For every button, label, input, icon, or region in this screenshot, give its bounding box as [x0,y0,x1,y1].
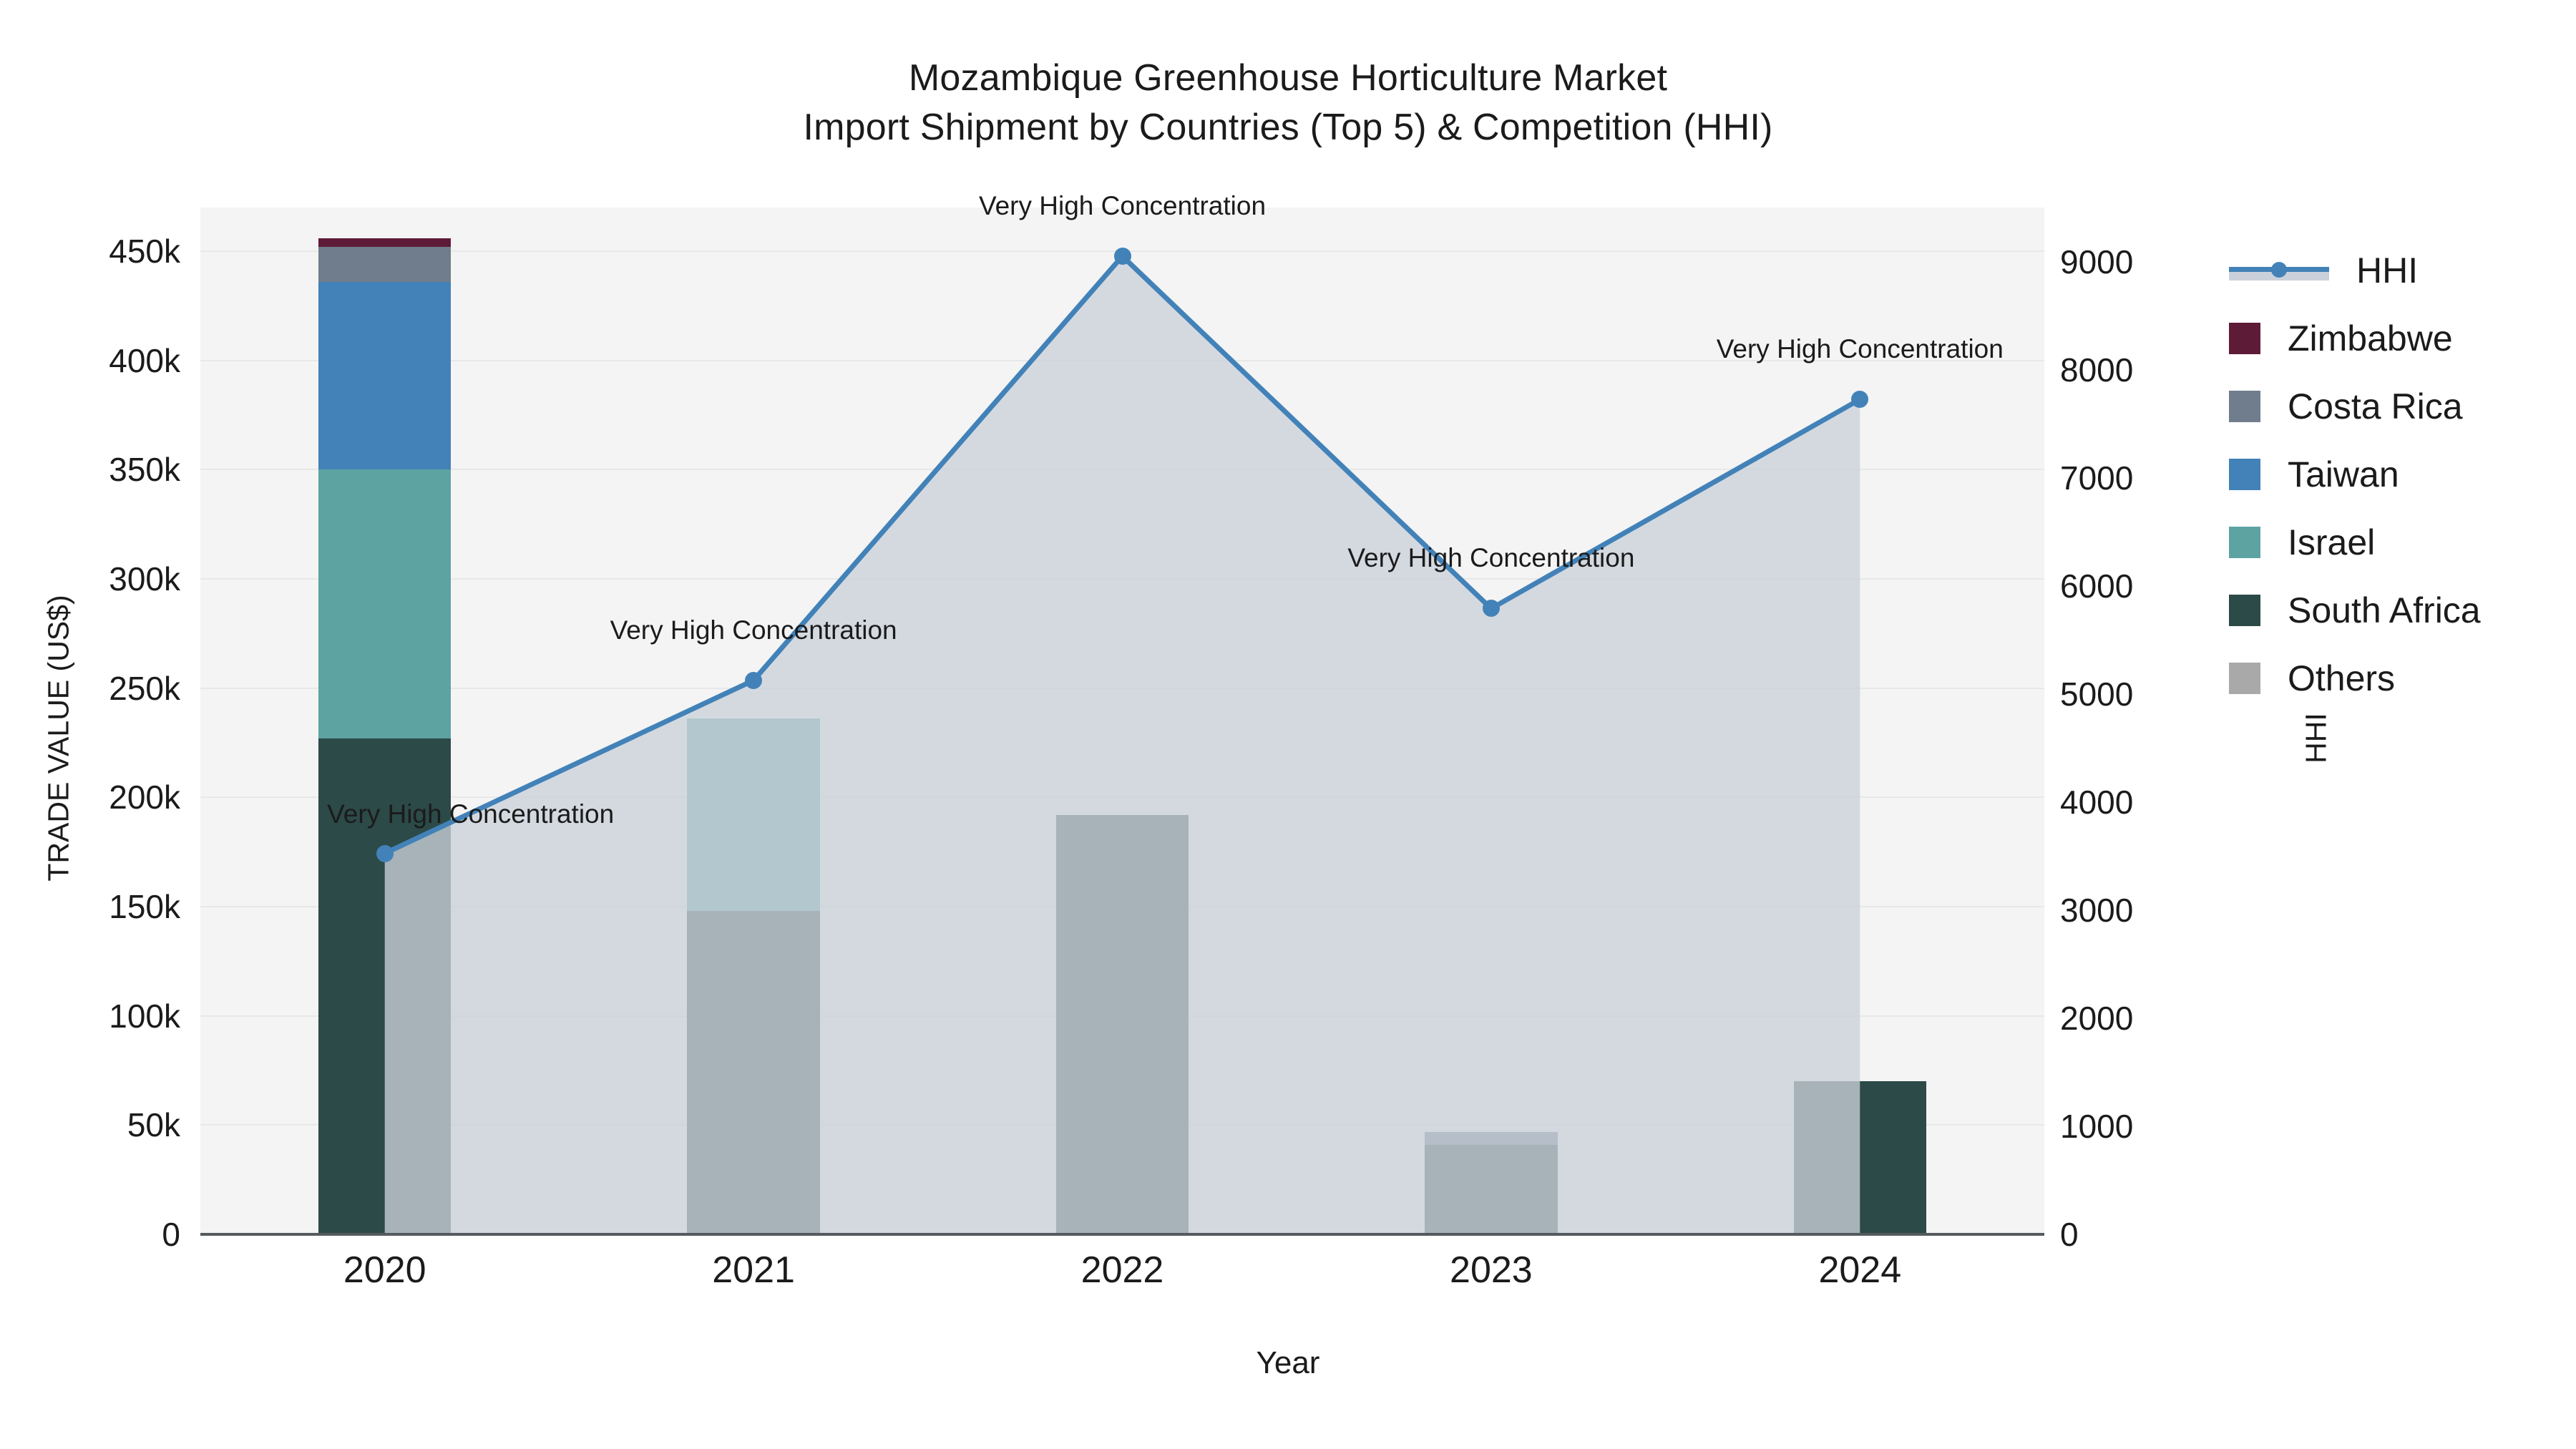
hhi-annotation: Very High Concentration [1716,334,2004,364]
legend-swatch-icon [2229,322,2260,354]
y-axis-left: 0 50k 100k 150k 200k 250k 300k 350k 400k 450k TRA… [0,208,193,1253]
plot-area: Very High Concentration Very High Concent… [200,191,2044,1234]
y-axis-left-tick: 450k [109,233,180,270]
y-axis-right-tick: 6000 [2060,567,2134,605]
chart-title-line-2: Import Shipment by Countries (Top 5) & C… [803,106,1773,148]
y-axis-right-tick: 1000 [2060,1107,2134,1145]
y-axis-left-tick: 300k [109,560,180,598]
legend-item-label: Taiwan [2288,454,2399,494]
y-axis-right-tick: 3000 [2060,891,2134,929]
y-axis-left-tick: 350k [109,451,180,489]
y-axis-right-tick: 9000 [2060,243,2134,280]
legend-item[interactable]: Zimbabwe [2229,304,2481,372]
x-axis-tick: 2022 [1080,1249,1164,1291]
legend-swatch-icon [2229,458,2260,490]
y-axis-right-tick: 2000 [2060,999,2134,1037]
legend-swatch-icon [2229,662,2260,694]
legend-item[interactable]: Others [2229,644,2481,712]
y-axis-left-tick: 200k [109,779,180,816]
hhi-annotation: Very High Concentration [327,799,615,829]
y-axis-left-tick: 150k [109,888,180,926]
hhi-annotation: Very High Concentration [978,190,1267,220]
legend-item-label: Zimbabwe [2288,318,2453,358]
y-axis-right: 0 1000 2000 3000 4000 5000 6000 7000 8000 9000 HH… [2044,208,2333,1253]
y-axis-left-tick: 0 [162,1216,180,1253]
y-axis-right-tick: 4000 [2060,783,2134,821]
y-axis-right-tick: 5000 [2060,675,2134,713]
chart-title-line-1: Mozambique Greenhouse Horticulture Marke… [908,57,1668,99]
legend-item[interactable]: South Africa [2229,576,2481,644]
legend-item-label: Others [2288,658,2396,698]
bar-segment [318,238,452,247]
legend-item-label: South Africa [2288,590,2481,630]
legend-item-label: HHI [2356,250,2419,291]
y-axis-left-tick: 100k [109,997,180,1035]
legend-item[interactable]: Costa Rica [2229,372,2481,440]
hhi-data-point[interactable] [745,671,763,689]
legend-swatch-icon [2229,390,2260,422]
y-axis-right-tick: 7000 [2060,459,2134,497]
bar-segment [318,246,452,282]
hhi-data-point[interactable] [376,844,394,862]
x-axis-tick: 2023 [1450,1249,1533,1291]
legend-item[interactable]: HHI [2229,236,2481,304]
y-axis-left-tick: 250k [109,669,180,707]
legend: HHI Zimbabwe Costa Rica Taiwan Israel South A… [2229,236,2481,712]
bar-segment [318,469,452,738]
x-axis-tick: 2024 [1818,1249,1902,1291]
x-axis-title: Year [1256,1345,1320,1380]
legend-item-label: Israel [2288,522,2376,562]
chart-title: Mozambique Greenhouse Horticulture Marke… [0,54,2576,152]
hhi-annotation: Very High Concentration [610,615,897,645]
legend-swatch-icon [2229,526,2260,558]
x-axis-tick: 2021 [712,1249,795,1291]
plot-inner [200,208,2044,1234]
hhi-area-fill [384,255,1860,1234]
y-axis-right-tick: 0 [2060,1216,2079,1253]
legend-item[interactable]: Taiwan [2229,440,2481,508]
legend-item[interactable]: Israel [2229,508,2481,576]
legend-swatch-icon [2229,594,2260,626]
bar-segment [318,281,452,470]
legend-item-label: Costa Rica [2288,386,2463,426]
hhi-data-point[interactable] [1113,247,1131,265]
y-axis-left-title: TRADE VALUE (US$) [42,595,75,882]
y-axis-left-tick: 50k [127,1106,180,1144]
y-axis-left-tick: 400k [109,341,180,379]
hhi-annotation: Very High Concentration [1347,543,1635,573]
x-axis-baseline [200,1233,2044,1236]
x-axis-tick: 2020 [343,1249,426,1291]
hhi-data-point[interactable] [1851,391,1869,409]
legend-line-marker-icon [2229,255,2329,286]
y-axis-right-tick: 8000 [2060,351,2134,389]
hhi-data-point[interactable] [1482,600,1500,618]
